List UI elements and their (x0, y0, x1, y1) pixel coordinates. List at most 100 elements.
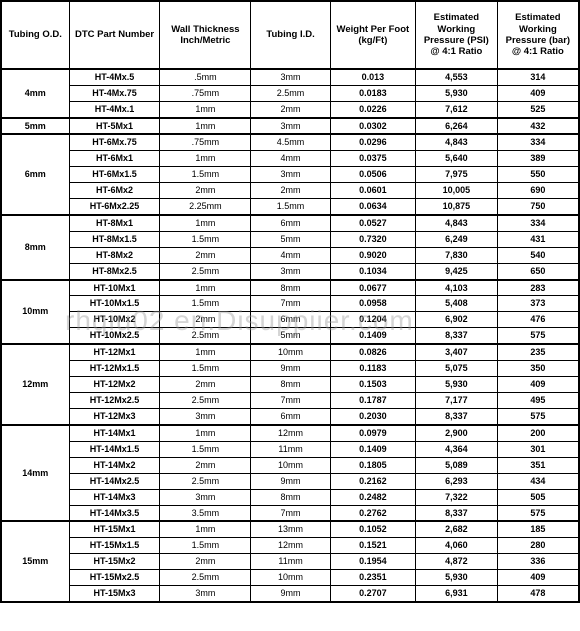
table-row: HT-14Mx22mm10mm0.18055,089351 (1, 457, 579, 473)
od-cell: 8mm (1, 215, 69, 280)
od-cell: 14mm (1, 425, 69, 522)
data-cell: 0.0826 (330, 344, 415, 360)
data-cell: 0.0527 (330, 215, 415, 231)
data-cell: HT-4Mx.5 (69, 69, 160, 85)
data-cell: 2.5mm (160, 328, 251, 344)
data-cell: 0.1503 (330, 376, 415, 392)
data-cell: 2,682 (415, 521, 497, 537)
data-cell: 12mm (251, 425, 330, 441)
table-row: HT-6Mx22mm2mm0.060110,005690 (1, 183, 579, 199)
data-cell: 0.0375 (330, 151, 415, 167)
tubing-spec-table: Tubing O.D. DTC Part Number Wall Thickne… (0, 0, 580, 603)
data-cell: 0.1409 (330, 328, 415, 344)
data-cell: 0.013 (330, 69, 415, 85)
data-cell: 5mm (251, 328, 330, 344)
data-cell: 3mm (160, 408, 251, 424)
table-row: 10mmHT-10Mx11mm8mm0.06774,103283 (1, 280, 579, 296)
table-row: HT-6Mx2.252.25mm1.5mm0.063410,875750 (1, 199, 579, 215)
data-cell: 3mm (160, 489, 251, 505)
data-cell: 550 (497, 167, 579, 183)
data-cell: 185 (497, 521, 579, 537)
data-cell: 0.2707 (330, 586, 415, 602)
data-cell: 7,975 (415, 167, 497, 183)
data-cell: 3mm (160, 586, 251, 602)
data-cell: 10mm (251, 344, 330, 360)
data-cell: 1.5mm (160, 296, 251, 312)
data-cell: 4.5mm (251, 134, 330, 150)
data-cell: 1.5mm (160, 538, 251, 554)
data-cell: HT-12Mx2 (69, 376, 160, 392)
data-cell: 8,337 (415, 505, 497, 521)
data-cell: 0.0677 (330, 280, 415, 296)
table-row: 15mmHT-15Mx11mm13mm0.10522,682185 (1, 521, 579, 537)
data-cell: 575 (497, 505, 579, 521)
data-cell: HT-12Mx3 (69, 408, 160, 424)
data-cell: HT-12Mx1 (69, 344, 160, 360)
data-cell: 9mm (251, 473, 330, 489)
data-cell: 690 (497, 183, 579, 199)
data-cell: HT-15Mx1.5 (69, 538, 160, 554)
data-cell: 11mm (251, 441, 330, 457)
data-cell: 6,902 (415, 312, 497, 328)
data-cell: 432 (497, 118, 579, 135)
data-cell: HT-10Mx1.5 (69, 296, 160, 312)
data-cell: 4mm (251, 151, 330, 167)
data-cell: 2.5mm (160, 570, 251, 586)
data-cell: 7,177 (415, 392, 497, 408)
table-row: HT-12Mx2.52.5mm7mm0.17877,177495 (1, 392, 579, 408)
data-cell: 7,830 (415, 247, 497, 263)
data-cell: 3mm (251, 69, 330, 85)
table-row: HT-14Mx3.53.5mm7mm0.27628,337575 (1, 505, 579, 521)
data-cell: 0.1052 (330, 521, 415, 537)
data-cell: 3mm (251, 167, 330, 183)
data-cell: 5,930 (415, 85, 497, 101)
data-cell: 5,075 (415, 360, 497, 376)
data-cell: HT-6Mx.75 (69, 134, 160, 150)
data-cell: 0.0296 (330, 134, 415, 150)
table-row: HT-15Mx2.52.5mm10mm0.23515,930409 (1, 570, 579, 586)
data-cell: 7mm (251, 392, 330, 408)
data-cell: 4,553 (415, 69, 497, 85)
data-cell: 0.1034 (330, 263, 415, 279)
data-cell: 280 (497, 538, 579, 554)
data-cell: 2mm (160, 312, 251, 328)
data-cell: 12mm (251, 538, 330, 554)
data-cell: 0.2762 (330, 505, 415, 521)
data-cell: 2.5mm (251, 85, 330, 101)
table-row: HT-14Mx2.52.5mm9mm0.21626,293434 (1, 473, 579, 489)
table-row: 14mmHT-14Mx11mm12mm0.09792,900200 (1, 425, 579, 441)
data-cell: HT-8Mx2.5 (69, 263, 160, 279)
data-cell: 8mm (251, 489, 330, 505)
data-cell: 10mm (251, 457, 330, 473)
table-row: HT-12Mx1.51.5mm9mm0.11835,075350 (1, 360, 579, 376)
data-cell: 2mm (160, 554, 251, 570)
data-cell: 11mm (251, 554, 330, 570)
data-cell: 373 (497, 296, 579, 312)
table-row: HT-10Mx2.52.5mm5mm0.14098,337575 (1, 328, 579, 344)
data-cell: 0.1805 (330, 457, 415, 473)
data-cell: 4,843 (415, 134, 497, 150)
data-cell: 235 (497, 344, 579, 360)
col-pressure-psi: Estimated Working Pressure (PSI) @ 4:1 R… (415, 1, 497, 69)
data-cell: 336 (497, 554, 579, 570)
data-cell: 1mm (160, 118, 251, 135)
data-cell: 7mm (251, 296, 330, 312)
data-cell: 0.1183 (330, 360, 415, 376)
data-cell: 314 (497, 69, 579, 85)
data-cell: HT-6Mx2.25 (69, 199, 160, 215)
data-cell: 4,060 (415, 538, 497, 554)
data-cell: 0.0601 (330, 183, 415, 199)
data-cell: 476 (497, 312, 579, 328)
data-cell: 4,843 (415, 215, 497, 231)
col-wall-thickness: Wall Thickness Inch/Metric (160, 1, 251, 69)
data-cell: 6mm (251, 408, 330, 424)
col-tubing-od: Tubing O.D. (1, 1, 69, 69)
data-cell: 7mm (251, 505, 330, 521)
data-cell: 1.5mm (160, 231, 251, 247)
table-row: HT-6Mx11mm4mm0.03755,640389 (1, 151, 579, 167)
data-cell: 2mm (160, 376, 251, 392)
data-cell: 1mm (160, 521, 251, 537)
data-cell: 4mm (251, 247, 330, 263)
data-cell: HT-12Mx1.5 (69, 360, 160, 376)
data-cell: HT-15Mx2.5 (69, 570, 160, 586)
